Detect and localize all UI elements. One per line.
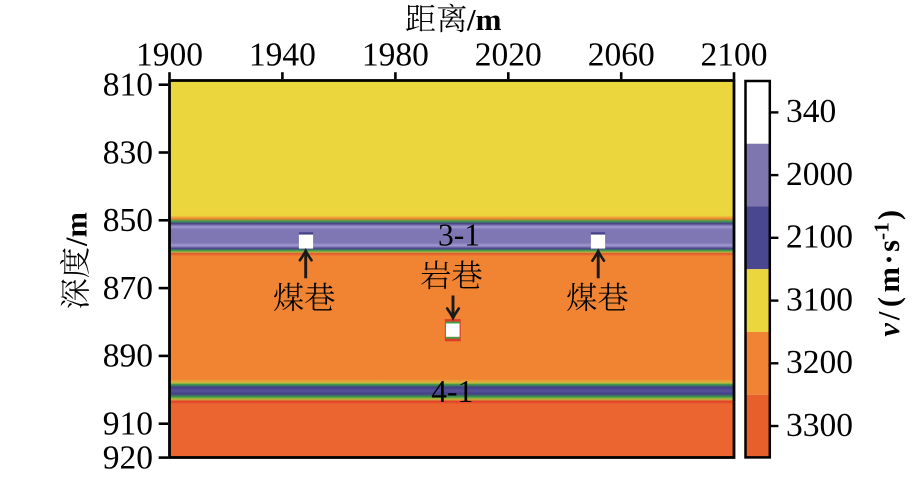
svg-text:3-1: 3-1 <box>438 217 480 252</box>
svg-text:/m: /m <box>466 2 502 37</box>
svg-text:3100: 3100 <box>786 281 853 318</box>
svg-text:2000: 2000 <box>786 156 853 193</box>
svg-text:4-1: 4-1 <box>431 374 473 409</box>
svg-text:1940: 1940 <box>249 37 316 74</box>
svg-text:910: 910 <box>103 406 153 443</box>
svg-text:810: 810 <box>103 67 153 104</box>
svg-text:2020: 2020 <box>475 37 542 74</box>
svg-text:/m: /m <box>60 212 94 247</box>
svg-text:890: 890 <box>103 338 153 375</box>
svg-text:920: 920 <box>103 439 153 472</box>
svg-text:2060: 2060 <box>588 37 655 74</box>
svg-text:850: 850 <box>103 202 153 239</box>
svg-text:3200: 3200 <box>786 344 853 381</box>
svg-text:3300: 3300 <box>786 407 853 444</box>
svg-text:1900: 1900 <box>136 37 203 74</box>
svg-text:340: 340 <box>786 93 836 130</box>
svg-text:830: 830 <box>103 134 153 171</box>
svg-text:2100: 2100 <box>701 37 768 74</box>
svg-text:870: 870 <box>103 270 153 307</box>
svg-text:2100: 2100 <box>786 219 853 256</box>
svg-text:1980: 1980 <box>362 37 429 74</box>
svg-text:v/(m·s-1): v/(m·s-1) <box>870 210 907 337</box>
